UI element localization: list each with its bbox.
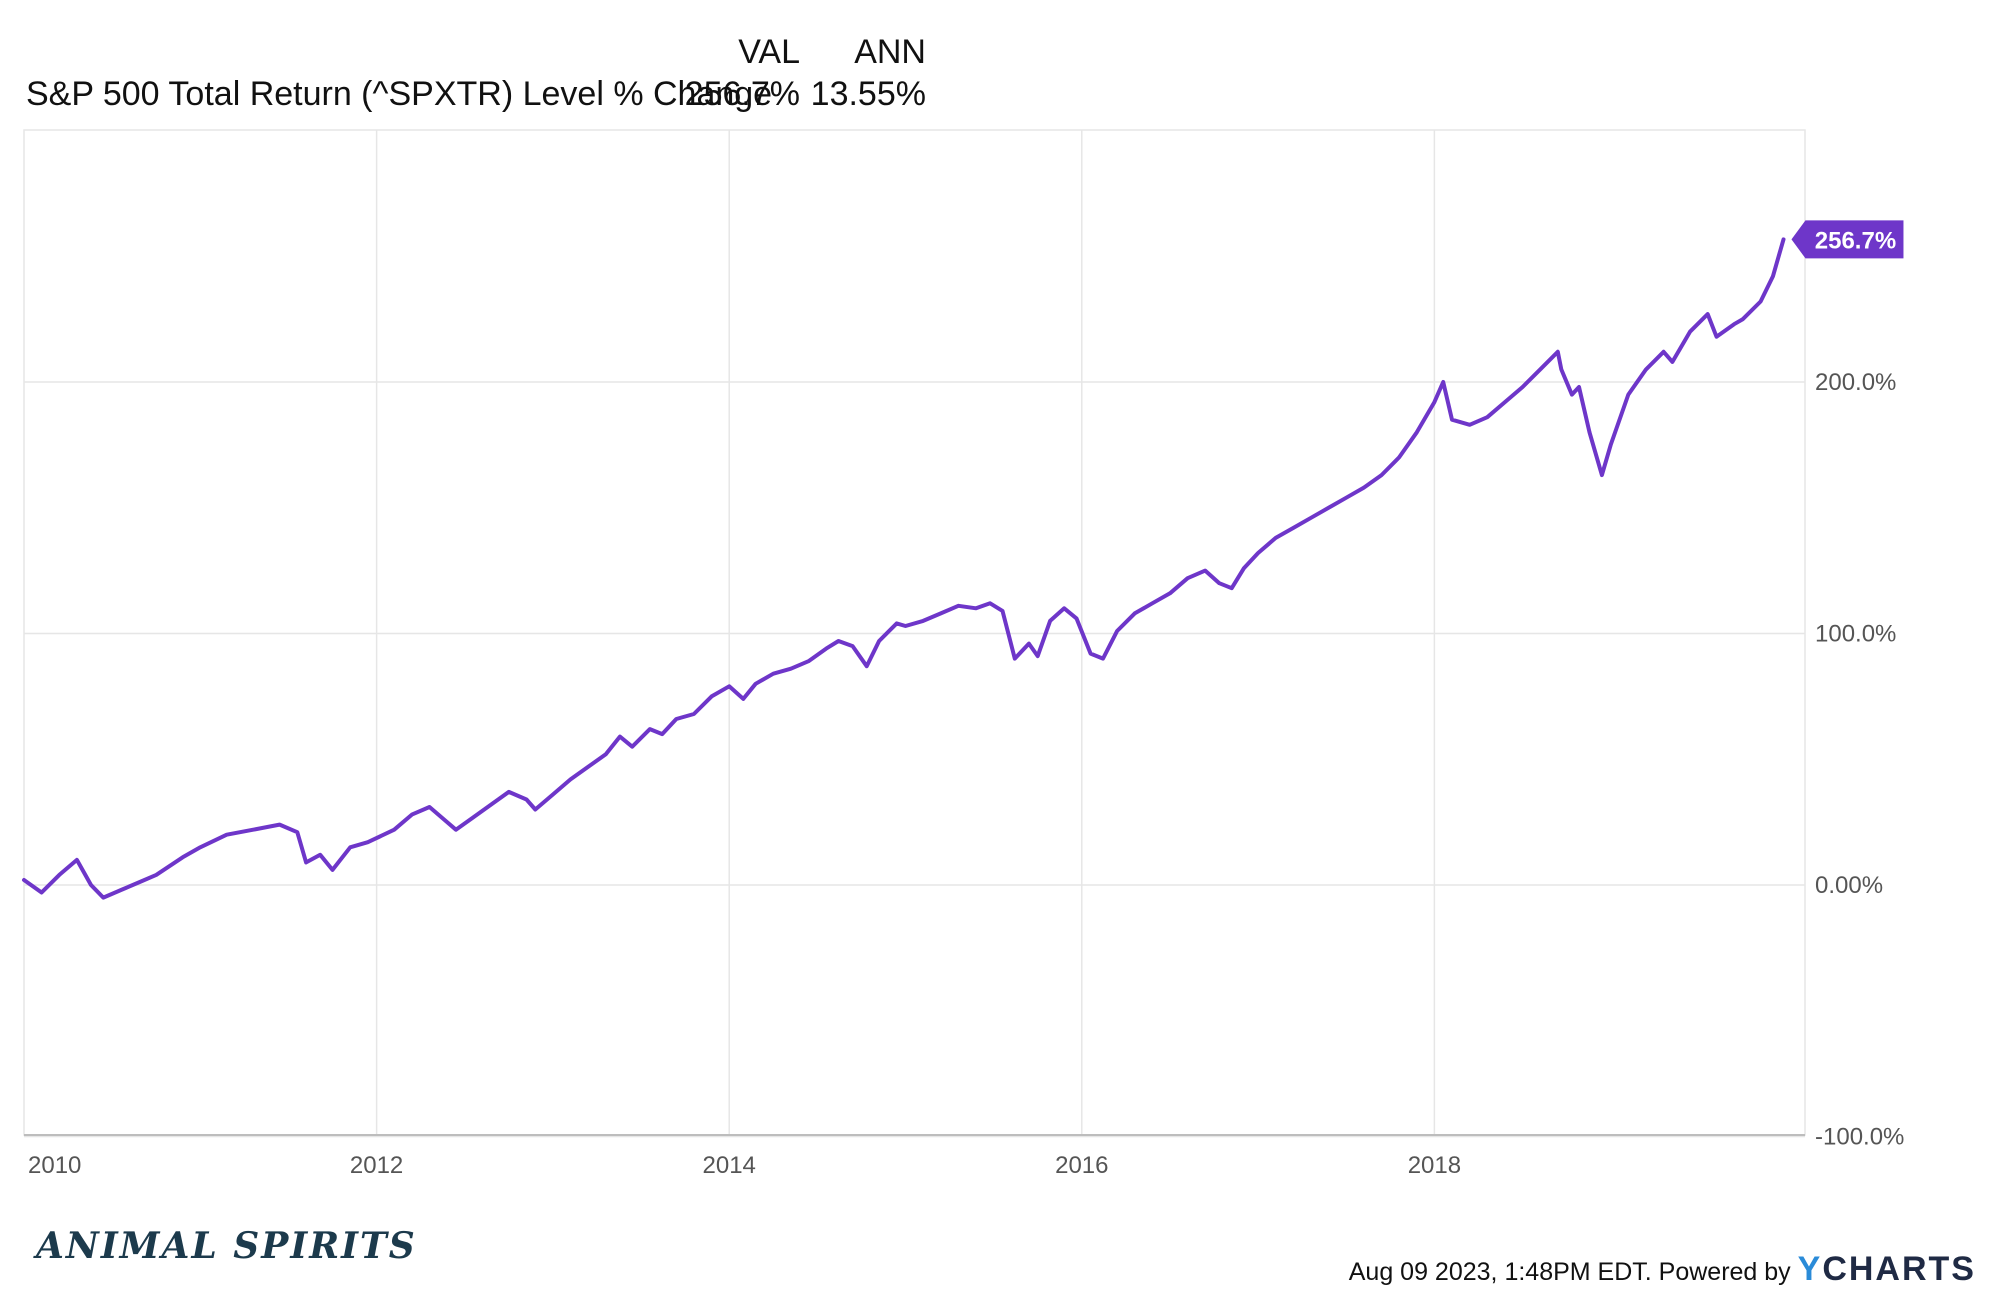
y-tick-label: 100.0% <box>1815 621 1896 648</box>
val-column-header: VAL <box>738 33 800 71</box>
grid <box>23 129 1806 1138</box>
timestamp-text: Aug 09 2023, 1:48PM EDT. Powered by <box>1348 1258 1791 1286</box>
ann-column-header: ANN <box>854 33 926 71</box>
x-tick-label: 2014 <box>703 1152 756 1179</box>
y-tick-label: 0.00% <box>1815 872 1883 899</box>
y-tick-label: 200.0% <box>1815 369 1896 396</box>
x-tick-label: 2018 <box>1408 1152 1461 1179</box>
end-value-badge <box>1791 220 1904 259</box>
ycharts-logo-y: Y <box>1797 1250 1823 1288</box>
animal-spirits-logo: ANIMAL SPIRITS <box>36 1225 417 1267</box>
ycharts-logo[interactable]: YCHARTS <box>1798 1250 1976 1288</box>
end-label: 256.7% <box>1791 220 1904 259</box>
series-val: 256.7% <box>684 75 800 113</box>
line-chart: -100.0% 0.00% 100.0% 200.0% 2010 2012 2014 2016… <box>22 129 1904 1179</box>
footer-credit: Aug 09 2023, 1:48PM EDT. Powered by YCHA… <box>1349 1250 1976 1289</box>
x-tick-label: 2016 <box>1055 1152 1108 1179</box>
axes: -100.0% 0.00% 100.0% 200.0% 2010 2012 2014 2016… <box>24 369 1904 1179</box>
series-name[interactable]: S&P 500 Total Return (^SPXTR) Level % Ch… <box>26 75 773 113</box>
series-ann: 13.55% <box>810 75 926 113</box>
plot-area <box>23 129 1806 1136</box>
y-tick-label: -100.0% <box>1815 1124 1904 1151</box>
x-tick-label: 2010 <box>28 1152 81 1179</box>
end-value-label: 256.7% <box>1815 227 1896 254</box>
ycharts-logo-rest: CHARTS <box>1822 1250 1976 1288</box>
chart-header: VAL ANN S&P 500 Total Return (^SPXTR) Le… <box>0 0 2000 120</box>
series-layer <box>22 237 1786 900</box>
series-line[interactable] <box>22 237 1786 900</box>
x-tick-label: 2012 <box>350 1152 403 1179</box>
